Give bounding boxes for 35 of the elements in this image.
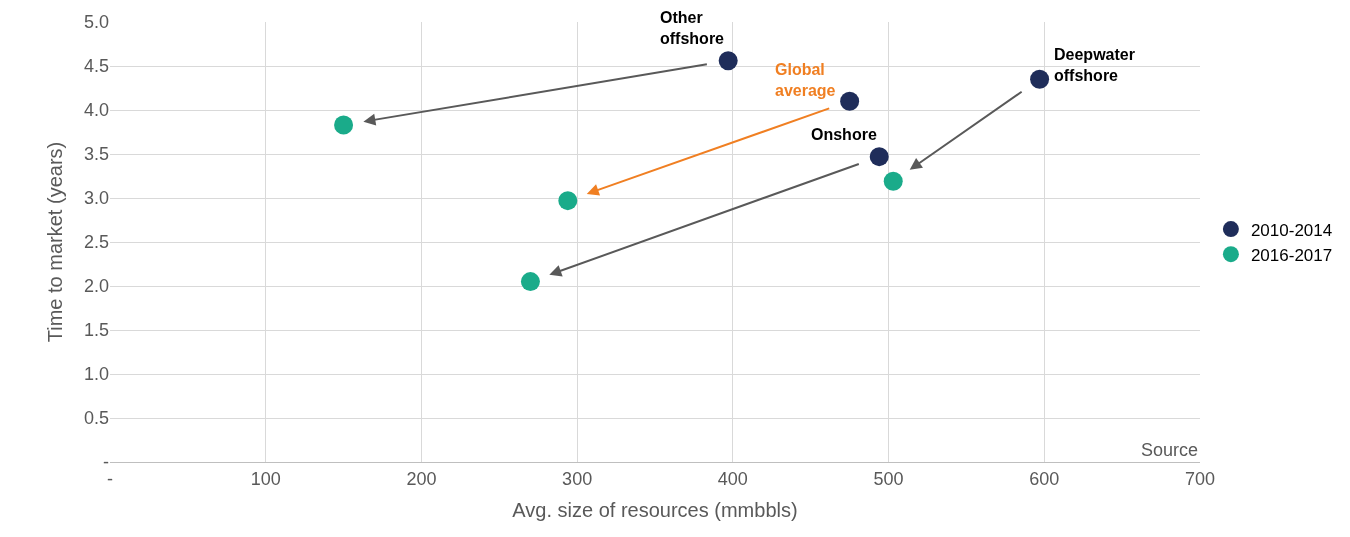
annotation: Source <box>1141 440 1199 460</box>
y-tick-label: - <box>103 452 109 473</box>
point <box>869 147 889 167</box>
y-tick-label: 1.0 <box>83 364 109 385</box>
legend-label: 2016-2017 <box>1250 245 1333 265</box>
y-axis-title: Time to market (years) <box>44 141 67 343</box>
point <box>1030 69 1050 89</box>
y-tick-label: 1.5 <box>83 320 109 341</box>
point <box>520 272 540 292</box>
x-axis-title: Avg. size of resources (mmbbls) <box>512 499 798 522</box>
y-tick-label: 4.0 <box>83 100 109 121</box>
point <box>334 115 354 135</box>
y-tick-label: 2.5 <box>83 232 109 253</box>
annotation: Deepwater offshore <box>1054 46 1135 84</box>
x-tick-label: 200 <box>406 468 437 489</box>
y-tick-label: 3.0 <box>83 188 109 209</box>
y-tick-label: 0.5 <box>83 408 109 429</box>
point <box>718 51 738 71</box>
x-tick-label: 600 <box>1029 468 1060 489</box>
y-tick-label: 5.0 <box>83 12 109 33</box>
y-tick-label: 3.5 <box>83 144 109 165</box>
y-tick-label: 2.0 <box>83 276 109 297</box>
x-tick-label: 700 <box>1184 468 1216 489</box>
x-tick-label: 300 <box>562 468 593 489</box>
x-tick-label: 400 <box>717 468 748 489</box>
x-tick-label: 100 <box>250 468 281 489</box>
point <box>840 91 860 111</box>
annotation: Onshore <box>811 126 877 143</box>
annotation: Global average <box>775 61 836 99</box>
point <box>883 171 903 191</box>
annotation: Other offshore <box>660 9 725 47</box>
point <box>558 191 578 211</box>
legend-label: 2010-2014 <box>1250 220 1333 240</box>
y-tick-label: 4.5 <box>83 56 109 77</box>
x-tick-label: 500 <box>873 468 904 489</box>
